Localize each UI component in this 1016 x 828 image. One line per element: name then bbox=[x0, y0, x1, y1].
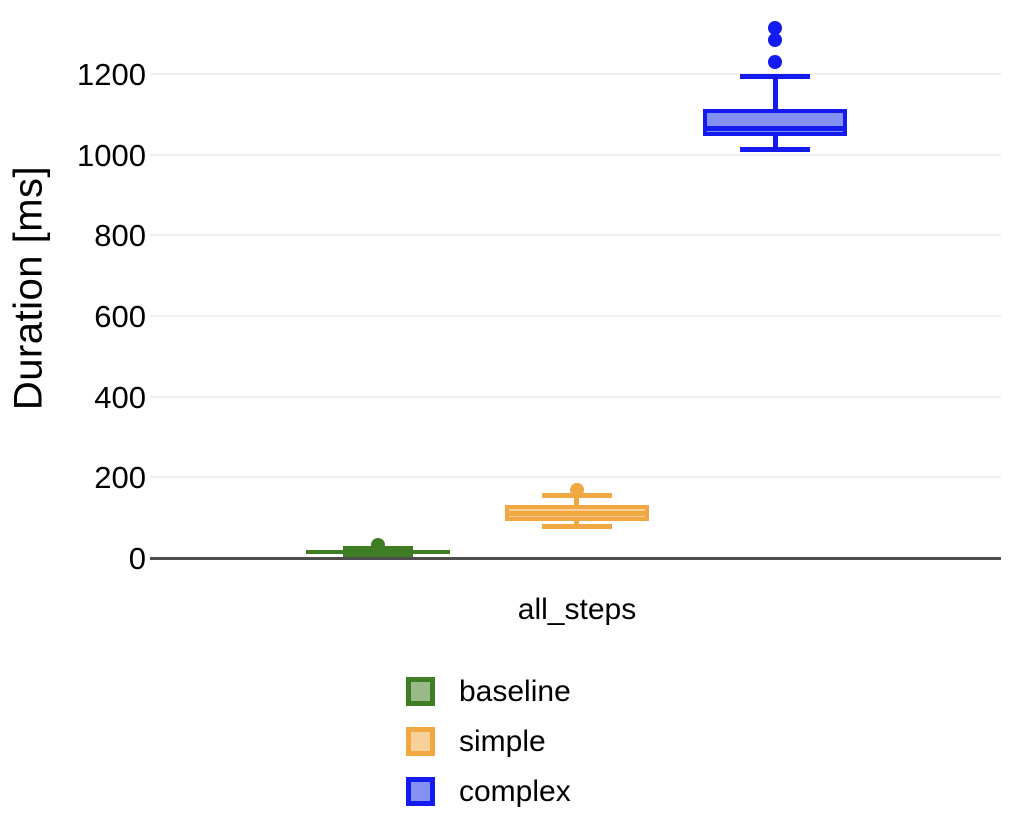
baseline-swatch-icon bbox=[406, 677, 435, 706]
simple-whisker-cap-low bbox=[541, 523, 612, 529]
y-tick-label-1200: 1200 bbox=[77, 57, 146, 92]
baseline-outlier-0 bbox=[371, 538, 385, 553]
y-tick-label-600: 600 bbox=[94, 299, 146, 334]
x-axis-category-label: all_steps bbox=[517, 593, 637, 626]
y-tick-label-800: 800 bbox=[94, 218, 146, 254]
y-tick-label-200: 200 bbox=[94, 460, 146, 496]
y-tick-label-1000: 1000 bbox=[77, 137, 146, 173]
x-axis-line bbox=[150, 556, 1001, 560]
simple-median-line bbox=[508, 510, 645, 516]
complex-median-line bbox=[707, 125, 843, 131]
y-tick-label-0: 0 bbox=[128, 541, 146, 576]
legend-item-simple: simple bbox=[406, 725, 571, 758]
y-axis-title: Duration [ms] bbox=[6, 165, 51, 411]
legend-label-complex: complex bbox=[459, 775, 571, 808]
legend-label-simple: simple bbox=[459, 725, 546, 758]
legend-label-baseline: baseline bbox=[459, 675, 571, 708]
simple-swatch-icon bbox=[406, 727, 435, 756]
baseline-box bbox=[306, 550, 450, 555]
gridline-600 bbox=[150, 315, 1001, 317]
baseline-whisker-cap-low bbox=[343, 553, 413, 559]
legend: baseline simple complex bbox=[406, 677, 571, 827]
simple-outlier-0 bbox=[569, 483, 584, 498]
complex-box bbox=[703, 109, 847, 136]
complex-outlier-0 bbox=[768, 54, 782, 69]
complex-outlier-2 bbox=[768, 21, 782, 36]
complex-swatch-icon bbox=[406, 777, 435, 806]
complex-outlier-1 bbox=[768, 33, 782, 48]
simple-box bbox=[504, 505, 649, 521]
gridline-800 bbox=[150, 234, 1001, 237]
legend-item-baseline: baseline bbox=[406, 675, 571, 708]
gridline-400 bbox=[150, 395, 1001, 398]
complex-whisker-cap-low bbox=[740, 146, 810, 152]
legend-item-complex: complex bbox=[406, 775, 571, 808]
gridline-1200 bbox=[150, 73, 1001, 75]
y-tick-label-400: 400 bbox=[94, 379, 146, 415]
gridline-200 bbox=[150, 476, 1001, 479]
complex-whisker-cap-high bbox=[740, 73, 810, 79]
gridline-1000 bbox=[150, 153, 1001, 156]
